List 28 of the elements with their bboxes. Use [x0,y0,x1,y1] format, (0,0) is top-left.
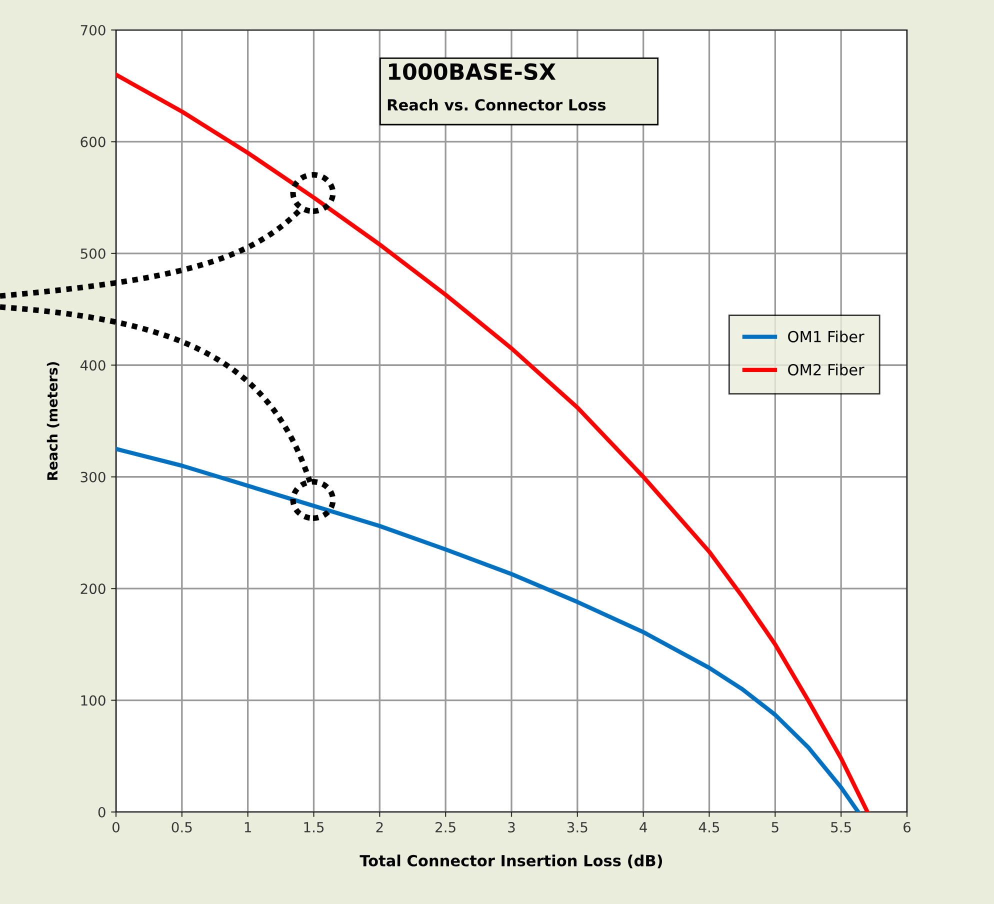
y-tick-label: 200 [80,584,106,594]
x-tick-label: 2 [376,822,383,832]
line-series [116,446,860,812]
x-tick-label: 1 [244,822,251,832]
legend-label: OM1 Fiber [788,330,864,342]
x-tick-label: 5 [772,822,778,832]
y-tick-label: 300 [80,472,106,482]
x-tick-label: 4 [640,822,647,832]
text: Reach vs. Connector Loss [388,98,606,111]
x-tick-label: 1.5 [304,822,324,832]
x-tick-label: 0.5 [172,822,192,832]
x-tick-label: 3.5 [567,822,588,832]
y-tick-label: 100 [81,695,106,706]
x-tick-label: 3 [508,822,515,832]
x-tick-label: 2.5 [436,822,456,832]
text: 1000BASE-SX [389,63,556,80]
x-axis-title: Total Connector Insertion Loss (dB) [360,854,662,868]
x-tick-label: 0 [112,822,120,832]
y-tick-label: 400 [80,360,106,371]
y-tick-label: 700 [80,24,106,36]
x-tick-label: 6 [904,822,911,832]
y-tick-label: 600 [80,136,106,148]
y-tick-label: 500 [80,248,106,259]
y-axis-title: Reach (meters) [46,362,60,480]
x-tick-label: 4.5 [698,822,720,832]
y-tick-label: 0 [98,806,106,818]
x-tick-label: 5.5 [831,822,851,832]
legend-label: OM2 Fiber [788,364,864,376]
